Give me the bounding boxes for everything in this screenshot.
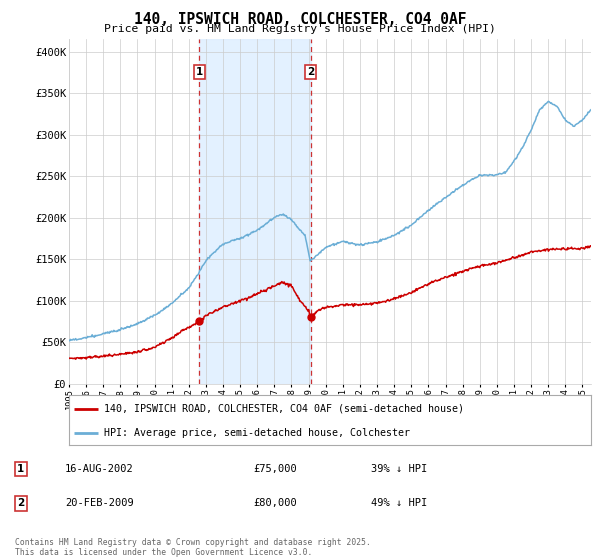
Text: 2: 2 [307, 67, 314, 77]
Text: 20-FEB-2009: 20-FEB-2009 [65, 498, 134, 508]
Text: 140, IPSWICH ROAD, COLCHESTER, CO4 0AF: 140, IPSWICH ROAD, COLCHESTER, CO4 0AF [134, 12, 466, 27]
Text: £80,000: £80,000 [253, 498, 297, 508]
Bar [199, 39, 311, 384]
Text: 16-AUG-2002: 16-AUG-2002 [65, 464, 134, 474]
Text: 140, IPSWICH ROAD, COLCHESTER, CO4 0AF (semi-detached house): 140, IPSWICH ROAD, COLCHESTER, CO4 0AF (… [104, 404, 464, 414]
Text: 2: 2 [17, 498, 25, 508]
Text: 39% ↓ HPI: 39% ↓ HPI [371, 464, 427, 474]
Text: Contains HM Land Registry data © Crown copyright and database right 2025.
This d: Contains HM Land Registry data © Crown c… [15, 538, 371, 557]
Text: HPI: Average price, semi-detached house, Colchester: HPI: Average price, semi-detached house,… [104, 428, 410, 437]
Text: 49% ↓ HPI: 49% ↓ HPI [371, 498, 427, 508]
Text: £75,000: £75,000 [253, 464, 297, 474]
Text: Price paid vs. HM Land Registry's House Price Index (HPI): Price paid vs. HM Land Registry's House … [104, 24, 496, 34]
Text: 1: 1 [17, 464, 25, 474]
Text: 1: 1 [196, 67, 203, 77]
